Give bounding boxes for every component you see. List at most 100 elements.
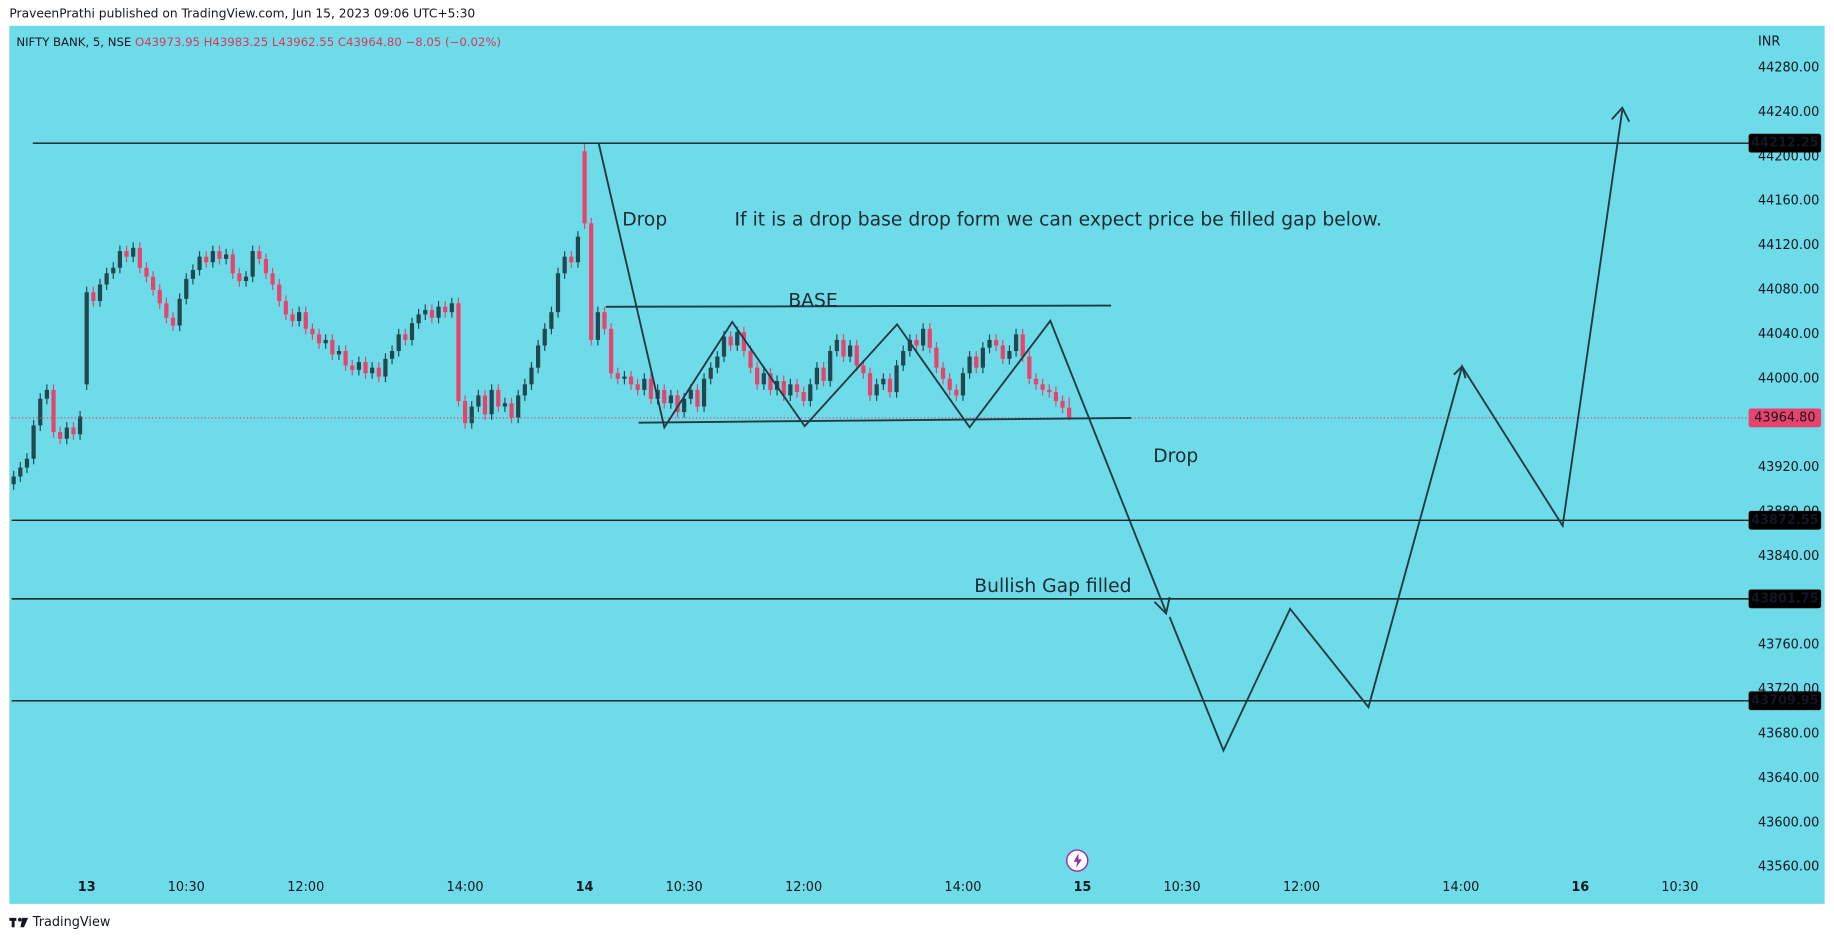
candle-body (150, 276, 156, 290)
y-tick-label: 44120.00 (1758, 238, 1819, 253)
candle-body (363, 362, 368, 374)
candle-body (416, 314, 421, 324)
candle-body (403, 334, 408, 340)
candle-body (662, 389, 667, 404)
candle-body (409, 323, 415, 340)
logo-part (20, 917, 29, 928)
x-tick-label: 12:00 (1283, 880, 1320, 895)
candle-body (177, 298, 182, 326)
candle-body (755, 367, 760, 385)
level-label: 44212.25 (1751, 136, 1819, 151)
candle-body (801, 392, 806, 401)
legend-open: O43973.95 (135, 35, 200, 49)
candle-body (476, 395, 481, 407)
legend-low: L43962.55 (272, 35, 334, 49)
candle-body (834, 339, 839, 352)
candle-body (164, 303, 169, 318)
candle-body (522, 384, 527, 396)
candle-body (51, 389, 56, 433)
annotation: Drop (1153, 446, 1198, 467)
candle-body (529, 367, 534, 385)
candle-body (907, 339, 912, 352)
candle-body (31, 425, 36, 459)
x-tick-label: 12:00 (287, 880, 324, 895)
candle-body (1060, 400, 1065, 408)
candle-body (688, 389, 693, 399)
candle-body (436, 306, 441, 318)
x-tick-label: 10:30 (666, 880, 703, 895)
candle-body (449, 303, 454, 313)
x-tick-label: 14:00 (447, 880, 484, 895)
candle-body (934, 347, 939, 368)
candle-body (980, 347, 985, 368)
y-tick-label: 44160.00 (1758, 194, 1819, 209)
candle-body (728, 336, 733, 346)
annotation: BASE (788, 290, 837, 311)
candle-body (97, 284, 103, 302)
candle-body (1053, 392, 1059, 401)
candle-body (131, 247, 136, 257)
candle-body (960, 373, 966, 396)
candle-body (277, 284, 282, 302)
candle-body (828, 351, 833, 382)
candle-body (243, 276, 249, 282)
candle-body (642, 378, 647, 390)
candle-body (781, 381, 786, 396)
candle-body (297, 312, 302, 322)
candle-body (489, 389, 494, 415)
y-tick-label: 43600.00 (1758, 815, 1819, 830)
candle-body (170, 317, 176, 326)
y-tick-label: 44200.00 (1758, 149, 1819, 164)
candle-body (628, 376, 634, 385)
y-tick-label: 43640.00 (1758, 771, 1819, 786)
candle-body (257, 251, 262, 259)
y-tick-label: 43680.00 (1758, 727, 1819, 742)
candle-body (44, 389, 49, 399)
candle-body (940, 367, 946, 379)
candle-body (874, 384, 879, 396)
candle-body (741, 332, 747, 352)
candle-body (761, 373, 766, 385)
candle-body (283, 301, 288, 315)
candle-body (927, 328, 932, 348)
candle-body (469, 406, 474, 424)
candle-body (376, 367, 381, 377)
candle-body (91, 292, 96, 302)
candle-body (701, 378, 707, 407)
candle-body (947, 378, 952, 390)
x-tick-label: 14:00 (1442, 880, 1479, 895)
candle-body (370, 367, 375, 374)
candle-body (144, 267, 149, 277)
candle-body (64, 427, 69, 439)
candle-body (270, 273, 275, 285)
candle-body (237, 273, 242, 282)
logo-part (11, 917, 15, 928)
candle-body (117, 251, 123, 268)
annotation: Bullish Gap filled (974, 576, 1131, 597)
x-tick-label: 12:00 (785, 880, 822, 895)
brand: TradingView (32, 915, 111, 930)
candle-body (343, 351, 348, 366)
candle-body (1007, 351, 1012, 359)
x-tick-label: 14 (576, 880, 594, 895)
candle-body (848, 345, 853, 357)
legend: NIFTY BANK, 5, NSE O43973.95 H43983.25 L… (16, 35, 501, 49)
candle-body (224, 254, 229, 259)
candle-body (555, 273, 561, 313)
candle-body (502, 403, 508, 407)
legend-high: H43983.25 (204, 35, 269, 49)
candle-body (1040, 384, 1045, 390)
candle-body (609, 328, 614, 374)
candle-body (71, 427, 76, 435)
candle-body (210, 251, 215, 263)
candle-body (1027, 356, 1032, 379)
candle-body (1033, 378, 1039, 385)
candle-body (954, 389, 959, 396)
candle-body (290, 314, 295, 322)
candle-body (914, 339, 919, 346)
candle-body (350, 365, 355, 370)
candle-body (974, 356, 979, 368)
candle-body (536, 345, 541, 368)
arrow-head (1153, 596, 1171, 616)
y-tick-label: 43560.00 (1758, 860, 1819, 875)
